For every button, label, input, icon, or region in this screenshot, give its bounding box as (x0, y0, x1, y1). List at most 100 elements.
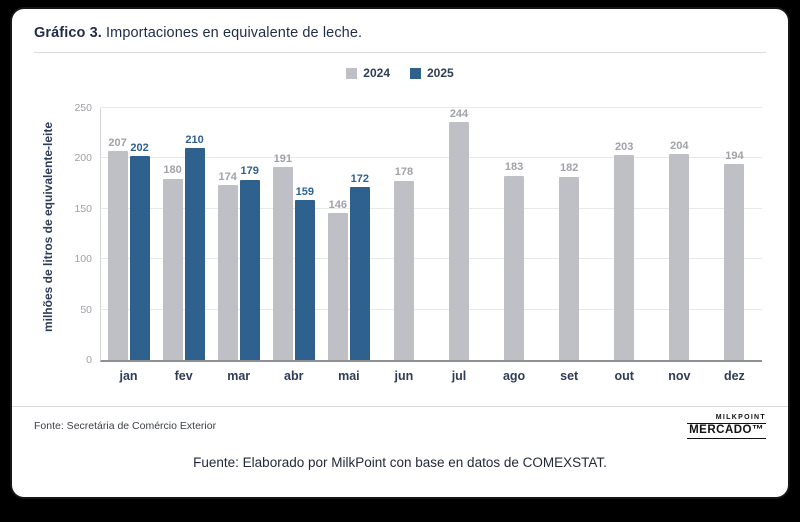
bar-2024-mai: 146 (327, 108, 348, 360)
bar (239, 179, 260, 360)
x-axis-label: jul (451, 369, 467, 383)
footer-row: Fonte: Secretária de Comércio Exterior M… (34, 414, 766, 439)
gridline (101, 308, 762, 310)
bar (559, 176, 580, 360)
legend-swatch (346, 67, 358, 79)
y-tick-label: 200 (74, 152, 92, 165)
bar-value-label: 174 (218, 170, 237, 183)
y-tick-label: 50 (80, 303, 92, 316)
bar-value-label: 183 (504, 161, 524, 174)
bar (449, 122, 469, 360)
footer-divider (12, 406, 788, 407)
bar-value-label: 146 (328, 198, 348, 211)
plot-area: 207 202 jan 180 210 fev 174 179 mar 191 159 abr 146 1… (74, 102, 762, 383)
milkpoint-logo-bottom: MERCADO™ (687, 423, 766, 439)
bar (669, 154, 690, 360)
month-group-out: 203 out (597, 108, 652, 383)
x-axis-label: out (614, 369, 634, 383)
month-group-fev: 180 210 fev (156, 108, 211, 383)
x-axis-label: set (560, 369, 579, 383)
legend-swatch (410, 67, 421, 79)
milkpoint-logo: MILKPOINT MERCADO™ (687, 414, 766, 439)
bar-value-label: 172 (350, 172, 370, 185)
title-divider (34, 52, 766, 53)
bar-2024-set: 182 (559, 108, 580, 360)
y-tick-label: 100 (74, 253, 92, 266)
bar (107, 151, 128, 360)
bar (129, 156, 150, 360)
bar-value-label: 194 (725, 150, 744, 163)
bar-value-label: 204 (670, 140, 689, 153)
bar-value-label: 210 (185, 134, 204, 147)
bar-2024-dez: 194 (724, 108, 745, 360)
y-tick-label: 150 (74, 202, 92, 215)
bar-value-label: 202 (130, 142, 149, 155)
x-axis-label: dez (723, 369, 745, 383)
month-group-jun: 178 jun (376, 108, 431, 383)
month-group-dez: 194 dez (707, 108, 762, 383)
bar (327, 212, 348, 360)
source-note: Fonte: Secretária de Comércio Exterior (34, 420, 217, 433)
legend-item-2025: 2025 (410, 66, 454, 80)
x-axis-label: ago (502, 369, 526, 383)
bar (504, 175, 525, 360)
month-group-set: 182 set (542, 108, 597, 383)
bar (724, 164, 745, 360)
bar-2024-abr: 191 (272, 108, 293, 360)
bar-value-label: 207 (108, 137, 127, 150)
gridline (101, 207, 762, 209)
x-axis-label: fev (174, 369, 193, 383)
x-axis-label: jan (119, 369, 138, 383)
bar-2025-jan: 202 (129, 108, 150, 360)
x-axis-label: nov (668, 369, 691, 383)
bar-value-label: 159 (295, 185, 314, 198)
gridline (101, 107, 762, 108)
bar-2024-fev: 180 (162, 108, 183, 360)
bar-2024-jan: 207 (107, 108, 128, 360)
month-group-abr: 191 159 abr (266, 108, 321, 383)
month-group-nov: 204 nov (652, 108, 707, 383)
x-axis-label: jun (394, 369, 414, 383)
gridline (101, 258, 762, 260)
gridline (101, 157, 762, 159)
bar (272, 167, 293, 360)
bar-2025-fev: 210 (184, 108, 205, 360)
bar-2025-abr: 159 (294, 108, 315, 360)
bar-2024-jun: 178 (393, 108, 414, 360)
x-axis-label: mar (227, 369, 251, 383)
bar-value-label: 178 (394, 166, 414, 179)
bar-2024-ago: 183 (504, 108, 525, 360)
bar (393, 180, 414, 360)
y-tick-label: 0 (86, 354, 92, 366)
bar-2024-nov: 204 (669, 108, 690, 360)
bar-2024-mar: 174 (217, 108, 238, 360)
bar-value-label: 180 (163, 164, 182, 177)
month-group-ago: 183 ago (487, 108, 542, 383)
bar (614, 155, 635, 360)
bar-value-label: 203 (615, 141, 634, 154)
chart-card: Gráfico 3. Importaciones en equivalente … (12, 9, 788, 497)
bar (217, 184, 238, 360)
month-group-jul: 244 jul (431, 108, 486, 383)
legend-label: 2025 (427, 66, 454, 80)
chart-title-number: Gráfico 3. (34, 25, 102, 41)
bar-value-label: 179 (240, 165, 259, 178)
x-axis-label: mai (338, 369, 360, 383)
milkpoint-logo-top: MILKPOINT (715, 414, 766, 421)
month-group-mar: 174 179 mar (211, 108, 266, 383)
legend: 2024 2025 (34, 66, 766, 80)
bottom-caption: Fuente: Elaborado por MilkPoint con base… (193, 454, 607, 470)
bar-2025-mar: 179 (239, 108, 260, 360)
bar-2025-mai: 172 (349, 108, 370, 360)
chart-area: milhões de litros de equivalente-leite 2… (34, 82, 766, 398)
bar (184, 148, 205, 360)
bar (294, 199, 315, 360)
month-group-mai: 146 172 mai (321, 108, 376, 383)
bar (349, 186, 370, 360)
bar-groups: 207 202 jan 180 210 fev 174 179 mar 191 159 abr 146 1… (101, 108, 762, 383)
bar-2024-out: 203 (614, 108, 635, 360)
chart-title: Gráfico 3. Importaciones en equivalente … (34, 25, 766, 41)
legend-item-2024: 2024 (346, 66, 390, 80)
legend-label: 2024 (363, 66, 390, 80)
y-tick-label: 250 (74, 102, 92, 114)
